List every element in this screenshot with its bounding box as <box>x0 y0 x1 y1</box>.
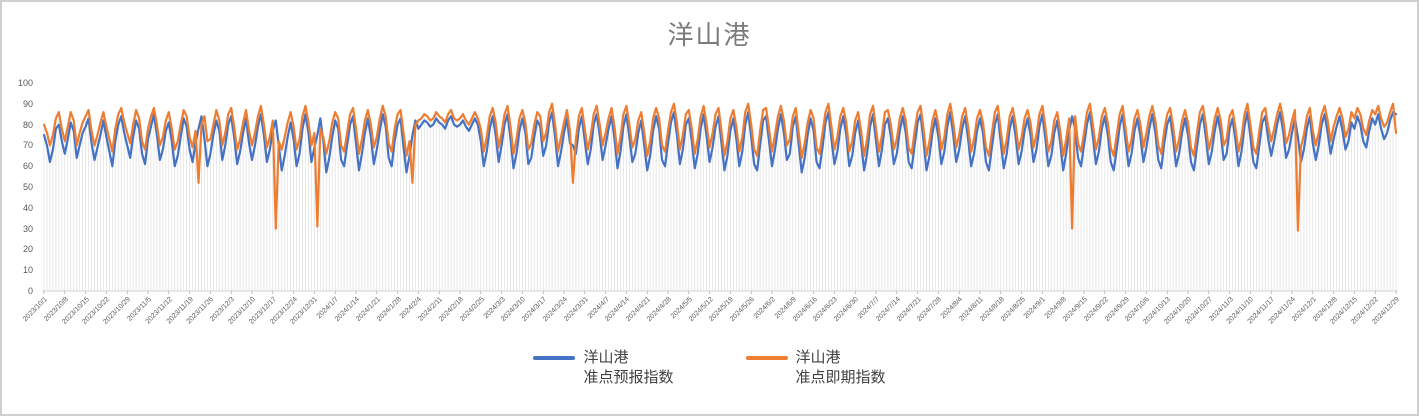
y-axis-tick-label: 50 <box>22 182 33 192</box>
y-axis-tick-label: 100 <box>17 78 33 88</box>
legend-item-forecast[interactable]: 洋山港 准点预报指数 <box>533 348 674 388</box>
y-axis-tick-label: 30 <box>22 223 33 234</box>
y-axis: 0 10 20 30 40 50 60 70 80 90 100 <box>2 78 36 296</box>
legend-item-spot[interactable]: 洋山港 准点即期指数 <box>745 348 886 388</box>
y-axis-tick-label: 0 <box>27 286 33 296</box>
x-axis: 2023/10/1 2023/10/8 2023/10/15 2023/10/22 20… <box>22 296 1402 356</box>
y-axis-tick-label: 10 <box>22 265 33 276</box>
legend: 洋山港 准点预报指数 洋山港 准点即期指数 <box>2 348 1417 388</box>
plot-area <box>42 102 1398 294</box>
legend-forecast-line1: 洋山港 <box>583 349 629 366</box>
legend-forecast-line2: 准点预报指数 <box>583 369 674 386</box>
spot-series-swatch-icon <box>745 356 788 360</box>
chart-title: 洋山港 <box>667 20 752 50</box>
legend-label-spot: 洋山港 准点即期指数 <box>796 348 886 388</box>
y-axis-tick-label: 80 <box>22 119 33 130</box>
legend-label-forecast: 洋山港 准点预报指数 <box>583 348 673 388</box>
y-axis-tick-label: 90 <box>22 98 33 109</box>
forecast-series-swatch-icon <box>533 356 576 360</box>
y-axis-tick-label: 40 <box>22 202 33 213</box>
y-axis-tick-label: 70 <box>22 140 33 151</box>
legend-spot-line1: 洋山港 <box>795 349 841 366</box>
y-axis-tick-label: 20 <box>22 244 33 255</box>
legend-spot-line2: 准点即期指数 <box>795 369 886 386</box>
y-axis-tick-label: 60 <box>22 161 33 172</box>
